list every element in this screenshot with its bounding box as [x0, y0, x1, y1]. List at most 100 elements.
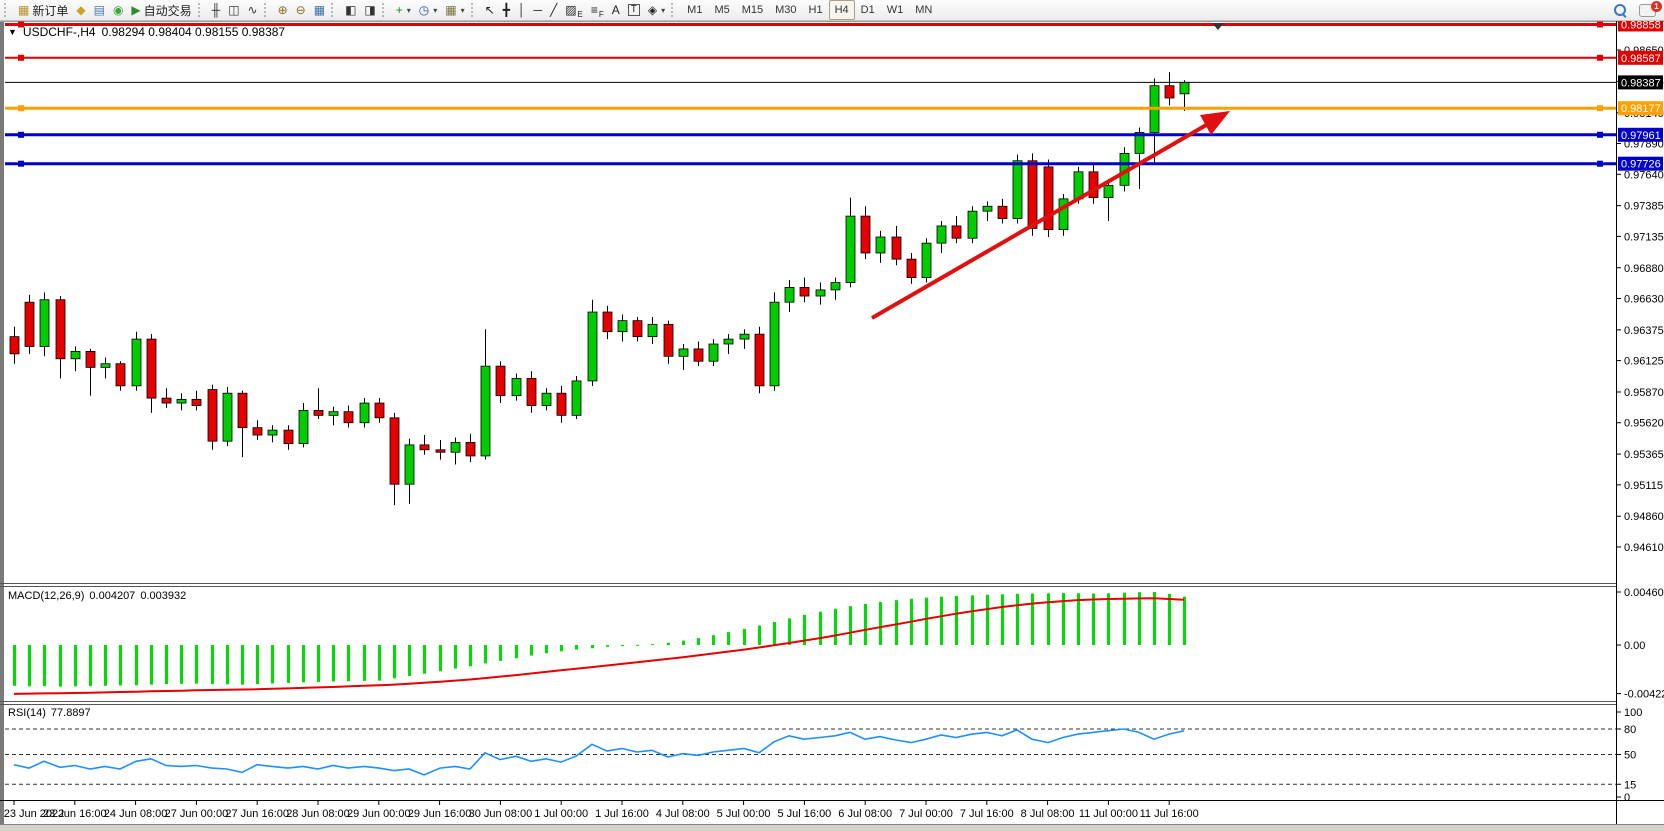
- cascade-charts-icon[interactable]: ◨: [360, 1, 379, 19]
- zoom-out-icon[interactable]: ⊖: [292, 1, 310, 19]
- main-toolbar: ▦ 新订单 ◆ ▤ ◉ ▶ 自动交易 ╫ ◫ ∿ ⊕ ⊖ ▦ ◧ ◨ + ▾ ◷ ▾ ▦ ▾ ↖ ╋ │ ─ ╱ ▨ E ≡ F A T ◈ ▾ M…: [0, 0, 1664, 21]
- chart-shift-marker[interactable]: [1212, 23, 1224, 30]
- macd-name: MACD(12,26,9): [8, 590, 85, 602]
- svg-text:0.98587: 0.98587: [1621, 53, 1661, 65]
- text-icon[interactable]: A: [608, 1, 624, 19]
- rsi-line: [13, 728, 1185, 776]
- svg-text:0.95870: 0.95870: [1624, 387, 1664, 399]
- trendline-icon[interactable]: ╱: [546, 1, 561, 19]
- svg-text:0: 0: [1624, 792, 1630, 804]
- svg-text:80: 80: [1624, 724, 1636, 736]
- horizontal-line-icon: ─: [533, 3, 542, 17]
- price-badge-0.98387: 0.98387: [1618, 75, 1663, 90]
- timeframe-m1-button[interactable]: M1: [687, 4, 703, 16]
- candlestick-chart-icon: ◫: [228, 3, 240, 17]
- text-label-icon[interactable]: T: [624, 1, 644, 19]
- toolbar-grip: [470, 3, 477, 17]
- rsi-name: RSI(14): [8, 707, 46, 719]
- svg-text:24 Jun 08:00: 24 Jun 08:00: [104, 808, 168, 820]
- macd-main-value: 0.004207: [89, 590, 136, 602]
- toolbar-grip: [263, 3, 270, 17]
- svg-text:8 Jul 08:00: 8 Jul 08:00: [1021, 808, 1075, 820]
- svg-text:0.96125: 0.96125: [1624, 356, 1664, 368]
- cursor-icon[interactable]: ↖: [481, 1, 499, 19]
- line-chart-icon: ∿: [247, 3, 258, 17]
- horizontal-line-0.98587[interactable]: [5, 54, 1616, 61]
- price-badge-0.97726: 0.97726: [1618, 156, 1663, 171]
- new-order-button[interactable]: ▦ 新订单: [14, 1, 72, 19]
- toolbar-grip: [381, 3, 388, 17]
- timeframe-mn-button[interactable]: MN: [915, 4, 933, 16]
- periods-button[interactable]: ◷ ▾: [415, 1, 442, 19]
- svg-text:23 Jun 16:00: 23 Jun 16:00: [43, 808, 107, 820]
- vertical-line-icon[interactable]: │: [514, 1, 530, 19]
- svg-text:0.95115: 0.95115: [1624, 480, 1663, 492]
- candlestick-chart-icon[interactable]: ◫: [224, 1, 243, 19]
- navigator-icon[interactable]: ▤: [90, 1, 109, 19]
- chevron-down-icon[interactable]: ▼: [8, 27, 17, 37]
- candles: [9, 72, 1190, 506]
- vertical-line-icon: │: [517, 3, 526, 17]
- toolbar-grip: [197, 3, 204, 17]
- crosshair-icon[interactable]: ╋: [499, 1, 514, 19]
- svg-text:11 Jul 00:00: 11 Jul 00:00: [1079, 808, 1138, 820]
- horizontal-line-0.98858[interactable]: [5, 21, 1616, 28]
- zoom-out-icon: ⊖: [295, 3, 306, 17]
- svg-text:23 Jun 2022: 23 Jun 2022: [4, 808, 65, 820]
- timeframe-d1-button[interactable]: D1: [860, 4, 875, 16]
- horizontal-line-0.97726[interactable]: [5, 160, 1616, 167]
- timeframe-h1-button[interactable]: H1: [808, 4, 823, 16]
- svg-text:0.96375: 0.96375: [1624, 325, 1664, 337]
- svg-text:11 Jul 16:00: 11 Jul 16:00: [1140, 808, 1199, 820]
- tile-windows-icon[interactable]: ▦: [310, 1, 329, 19]
- cascade-charts-icon: ◨: [364, 3, 376, 17]
- svg-text:-0.004225: -0.004225: [1624, 689, 1664, 701]
- horizontal-line-0.98177[interactable]: [5, 105, 1616, 112]
- arrows-icon[interactable]: ◈ ▾: [644, 1, 669, 19]
- autotrading-button[interactable]: ▶ 自动交易: [127, 1, 195, 19]
- equidistant-channel-icon: ▨: [565, 3, 577, 17]
- timeframe-m15-button[interactable]: M15: [741, 4, 764, 16]
- svg-text:0.94860: 0.94860: [1624, 511, 1664, 523]
- signals-icon[interactable]: ◉: [109, 1, 127, 19]
- horizontal-line-icon[interactable]: ─: [529, 1, 546, 19]
- text-label-icon: T: [627, 4, 640, 16]
- svg-text:30 Jun 08:00: 30 Jun 08:00: [469, 808, 533, 820]
- timeframe-h4-button[interactable]: H4: [828, 0, 855, 20]
- navigator-icon: ▤: [93, 3, 105, 17]
- timeframe-m30-button[interactable]: M30: [775, 4, 797, 16]
- market-watch-icon[interactable]: ◆: [72, 1, 89, 19]
- macd-histogram: [13, 591, 1186, 687]
- timeframe-m5-button[interactable]: M5: [714, 4, 730, 16]
- svg-text:0.004609: 0.004609: [1624, 587, 1664, 599]
- price-scale[interactable]: 0.986500.983950.981400.978900.976400.973…: [1616, 45, 1664, 804]
- svg-text:28 Jun 08:00: 28 Jun 08:00: [286, 808, 350, 820]
- svg-text:0.95365: 0.95365: [1624, 449, 1664, 461]
- search-icon[interactable]: [1614, 4, 1627, 18]
- bar-chart-icon[interactable]: ╫: [208, 1, 225, 19]
- notifications-icon[interactable]: 1: [1639, 1, 1662, 17]
- chevron-down-icon: ▾: [433, 5, 438, 15]
- new-order-icon: ▦: [18, 3, 30, 17]
- zoom-in-icon[interactable]: ⊕: [274, 1, 292, 19]
- svg-text:0.97135: 0.97135: [1624, 231, 1664, 243]
- svg-text:7 Jul 16:00: 7 Jul 16:00: [960, 808, 1014, 820]
- svg-text:27 Jun 16:00: 27 Jun 16:00: [225, 808, 289, 820]
- svg-text:0.97385: 0.97385: [1624, 201, 1664, 213]
- signals-icon: ◉: [112, 3, 124, 17]
- horizontal-line-0.97961[interactable]: [5, 131, 1616, 138]
- timeframe-w1-button[interactable]: W1: [886, 4, 904, 16]
- chevron-down-icon: ▾: [460, 5, 465, 15]
- arrange-charts-icon[interactable]: ◧: [341, 1, 360, 19]
- trend-arrow[interactable]: [870, 111, 1230, 320]
- indicators-button[interactable]: + ▾: [392, 1, 415, 19]
- equidistant-channel-icon[interactable]: ▨ E: [561, 1, 587, 19]
- chart-symbol-period: USDCHF-,H4: [22, 25, 96, 39]
- line-chart-icon[interactable]: ∿: [244, 1, 262, 19]
- svg-text:0.94610: 0.94610: [1624, 542, 1664, 554]
- fibonacci-icon[interactable]: ≡ F: [587, 1, 608, 19]
- toolbar-grip: [4, 3, 10, 17]
- templates-button[interactable]: ▦ ▾: [441, 1, 468, 19]
